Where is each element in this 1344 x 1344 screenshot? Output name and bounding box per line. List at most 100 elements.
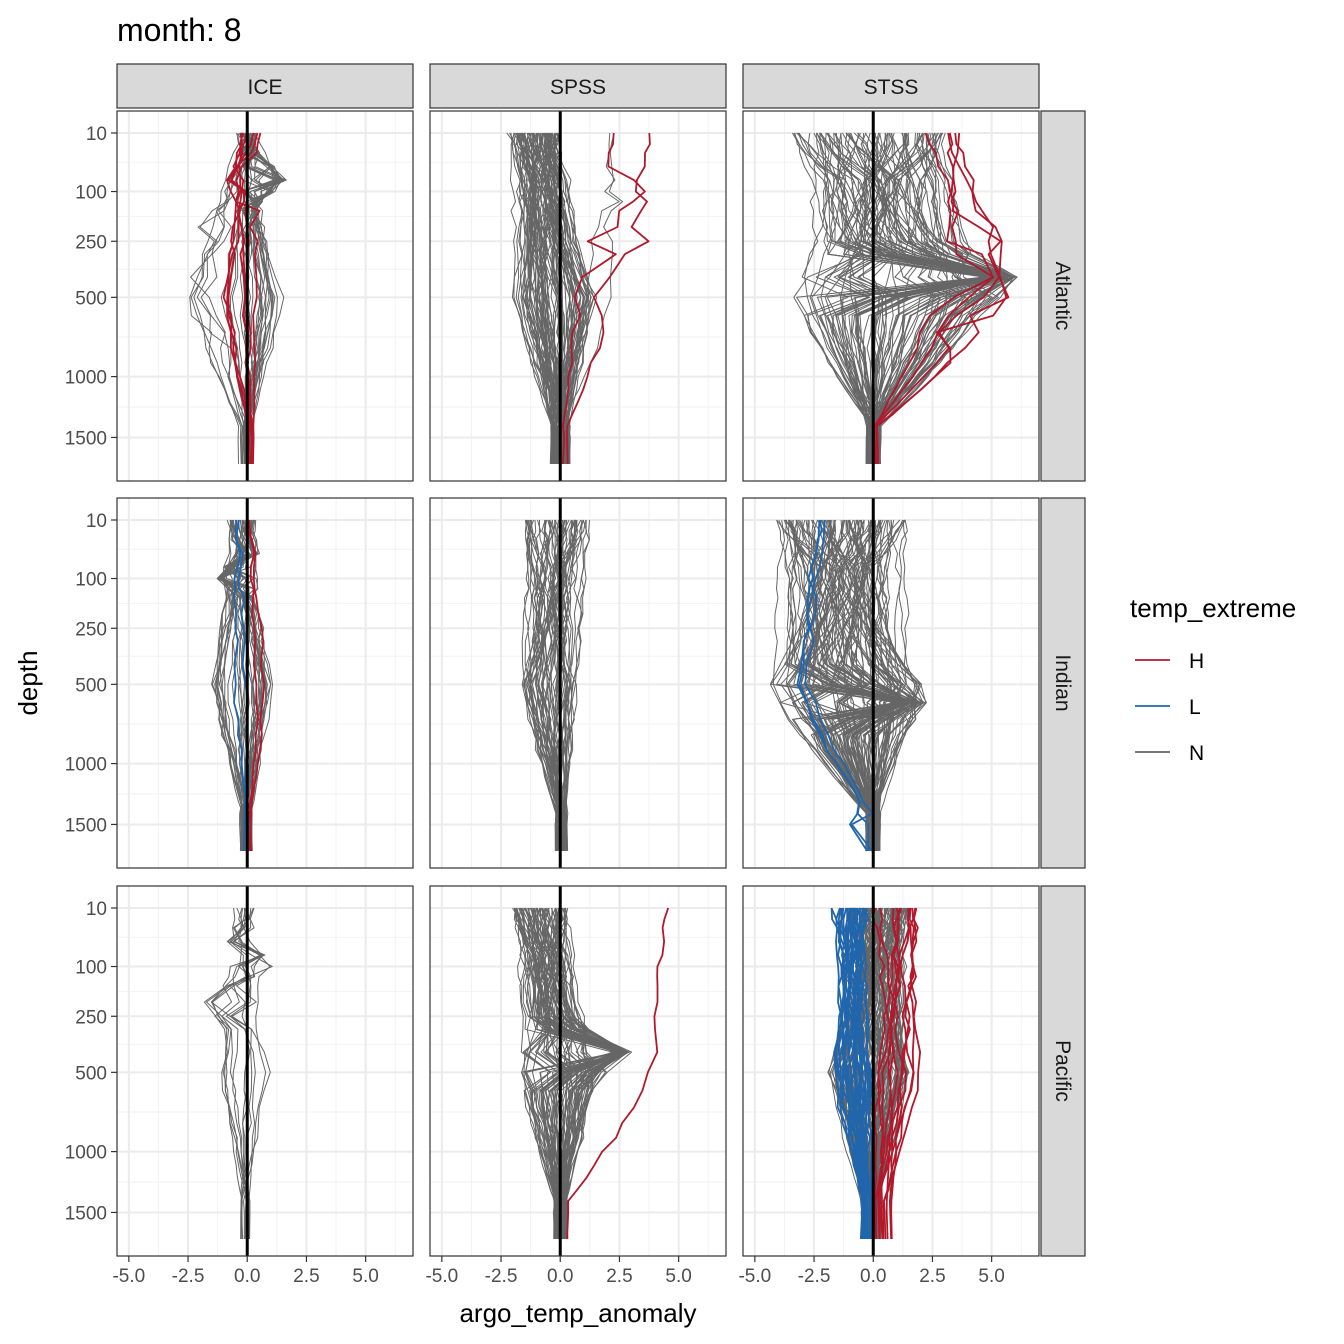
- profile-line-n: [796, 132, 984, 465]
- profile-line-l: [849, 907, 865, 1240]
- profile-line-h: [873, 132, 995, 465]
- profile-line-n: [241, 132, 278, 465]
- panel-border: [429, 110, 727, 482]
- panel-indian-ice: [116, 497, 414, 869]
- profile-line-h: [225, 132, 253, 465]
- profile-line-n: [211, 907, 264, 1240]
- y-axis-title: depth: [13, 650, 43, 715]
- profile-line-n: [521, 519, 560, 852]
- profile-line-n: [515, 907, 618, 1240]
- profile-line-h: [873, 132, 1002, 465]
- profile-line-n: [543, 907, 619, 1240]
- axes-layer: 10 100 250 500 1000 1500 10 100 250 500 1000 1500 10…: [65, 124, 1005, 1287]
- y-tick-label: 500: [75, 288, 107, 309]
- profile-line-n: [807, 519, 908, 852]
- profile-line-h: [246, 519, 266, 852]
- profile-line-n: [526, 519, 572, 852]
- profile-line-l: [798, 519, 868, 852]
- profile-line-n: [878, 132, 1015, 465]
- profile-line-n: [563, 132, 620, 465]
- profile-line-n: [215, 519, 247, 852]
- profile-line-n: [221, 519, 250, 852]
- profile-line-n: [190, 132, 247, 465]
- strip-label-pacific: Pacific: [1051, 1040, 1074, 1102]
- profile-line-n: [816, 519, 927, 852]
- panel-indian-spss: [429, 497, 727, 869]
- panel-pacific-ice: [116, 885, 414, 1257]
- x-tick-label: -2.5: [798, 1266, 831, 1287]
- profile-line-l: [852, 907, 868, 1240]
- profile-line-h: [874, 907, 915, 1240]
- profile-line-n: [521, 519, 557, 852]
- profile-line-n: [543, 132, 561, 465]
- profile-line-n: [838, 519, 880, 852]
- legend: temp_extreme HLN: [1130, 593, 1296, 765]
- y-tick-label: 1500: [65, 428, 107, 449]
- profile-line-n: [848, 132, 1002, 465]
- profile-line-n: [544, 132, 576, 465]
- panel-border: [429, 885, 727, 1257]
- profile-line-h: [248, 519, 260, 852]
- legend-label-h: H: [1189, 650, 1204, 673]
- y-tick-label: 500: [75, 675, 107, 696]
- profile-line-n: [794, 519, 906, 852]
- profile-line-h: [885, 907, 900, 1240]
- profile-line-h: [875, 132, 1010, 464]
- profile-lines: [512, 907, 670, 1240]
- y-tick-label: 1000: [65, 755, 107, 776]
- profile-line-n: [820, 519, 916, 852]
- y-tick-label: 1000: [65, 1143, 107, 1164]
- profile-line-h: [232, 132, 254, 465]
- profile-line-n: [833, 132, 883, 464]
- strip-ice: [116, 63, 414, 109]
- profile-line-n: [829, 520, 916, 852]
- profile-line-l: [830, 907, 873, 1240]
- y-tick-label: 1000: [65, 368, 107, 389]
- panel-border: [429, 497, 727, 869]
- x-tick-label: 2.5: [606, 1266, 632, 1287]
- panel-border: [742, 497, 1040, 869]
- strip-stss: [742, 63, 1040, 109]
- panel-border: [116, 497, 414, 869]
- profile-line-h: [566, 907, 670, 1240]
- panel-border: [116, 110, 414, 482]
- profile-line-n: [807, 132, 990, 465]
- panel-background: [430, 111, 726, 481]
- panel-atlantic-spss: [429, 110, 727, 482]
- strip-pacific: [1040, 885, 1086, 1257]
- profile-line-n: [828, 519, 876, 852]
- profile-line-n: [770, 519, 902, 852]
- profile-line-n: [190, 132, 255, 465]
- panel-indian-stss: [742, 497, 1040, 869]
- strip-indian: [1040, 497, 1086, 869]
- profile-line-h: [566, 132, 651, 465]
- profile-line-n: [865, 132, 1015, 465]
- panel-border: [742, 110, 1040, 482]
- y-tick-label: 250: [75, 619, 107, 640]
- profile-line-n: [513, 132, 553, 465]
- x-tick-label: 0.0: [860, 1266, 886, 1287]
- chart-title: month: 8: [117, 12, 242, 48]
- profile-line-n: [523, 907, 558, 1240]
- panel-background: [430, 498, 726, 868]
- profile-line-h: [222, 132, 259, 465]
- profile-line-n: [229, 132, 258, 465]
- panel-atlantic-stss: [742, 110, 1040, 482]
- profile-line-n: [554, 519, 571, 852]
- strip-label-indian: Indian: [1051, 654, 1074, 711]
- profile-line-n: [521, 907, 618, 1240]
- strip-label-ice: ICE: [247, 76, 282, 99]
- x-tick-label: -5.0: [112, 1266, 145, 1287]
- legend-label-n: N: [1189, 742, 1204, 765]
- profile-line-n: [193, 132, 240, 465]
- strip-atlantic: [1040, 110, 1086, 482]
- profile-lines: [769, 519, 927, 852]
- y-tick-label: 100: [75, 570, 107, 591]
- panel-pacific-stss: [742, 885, 1040, 1257]
- x-tick-label: 0.0: [234, 1266, 260, 1287]
- x-axis-title: argo_temp_anomaly: [459, 1298, 696, 1328]
- y-tick-label: 10: [86, 124, 107, 145]
- y-tick-label: 250: [75, 1007, 107, 1028]
- profile-line-n: [874, 519, 924, 852]
